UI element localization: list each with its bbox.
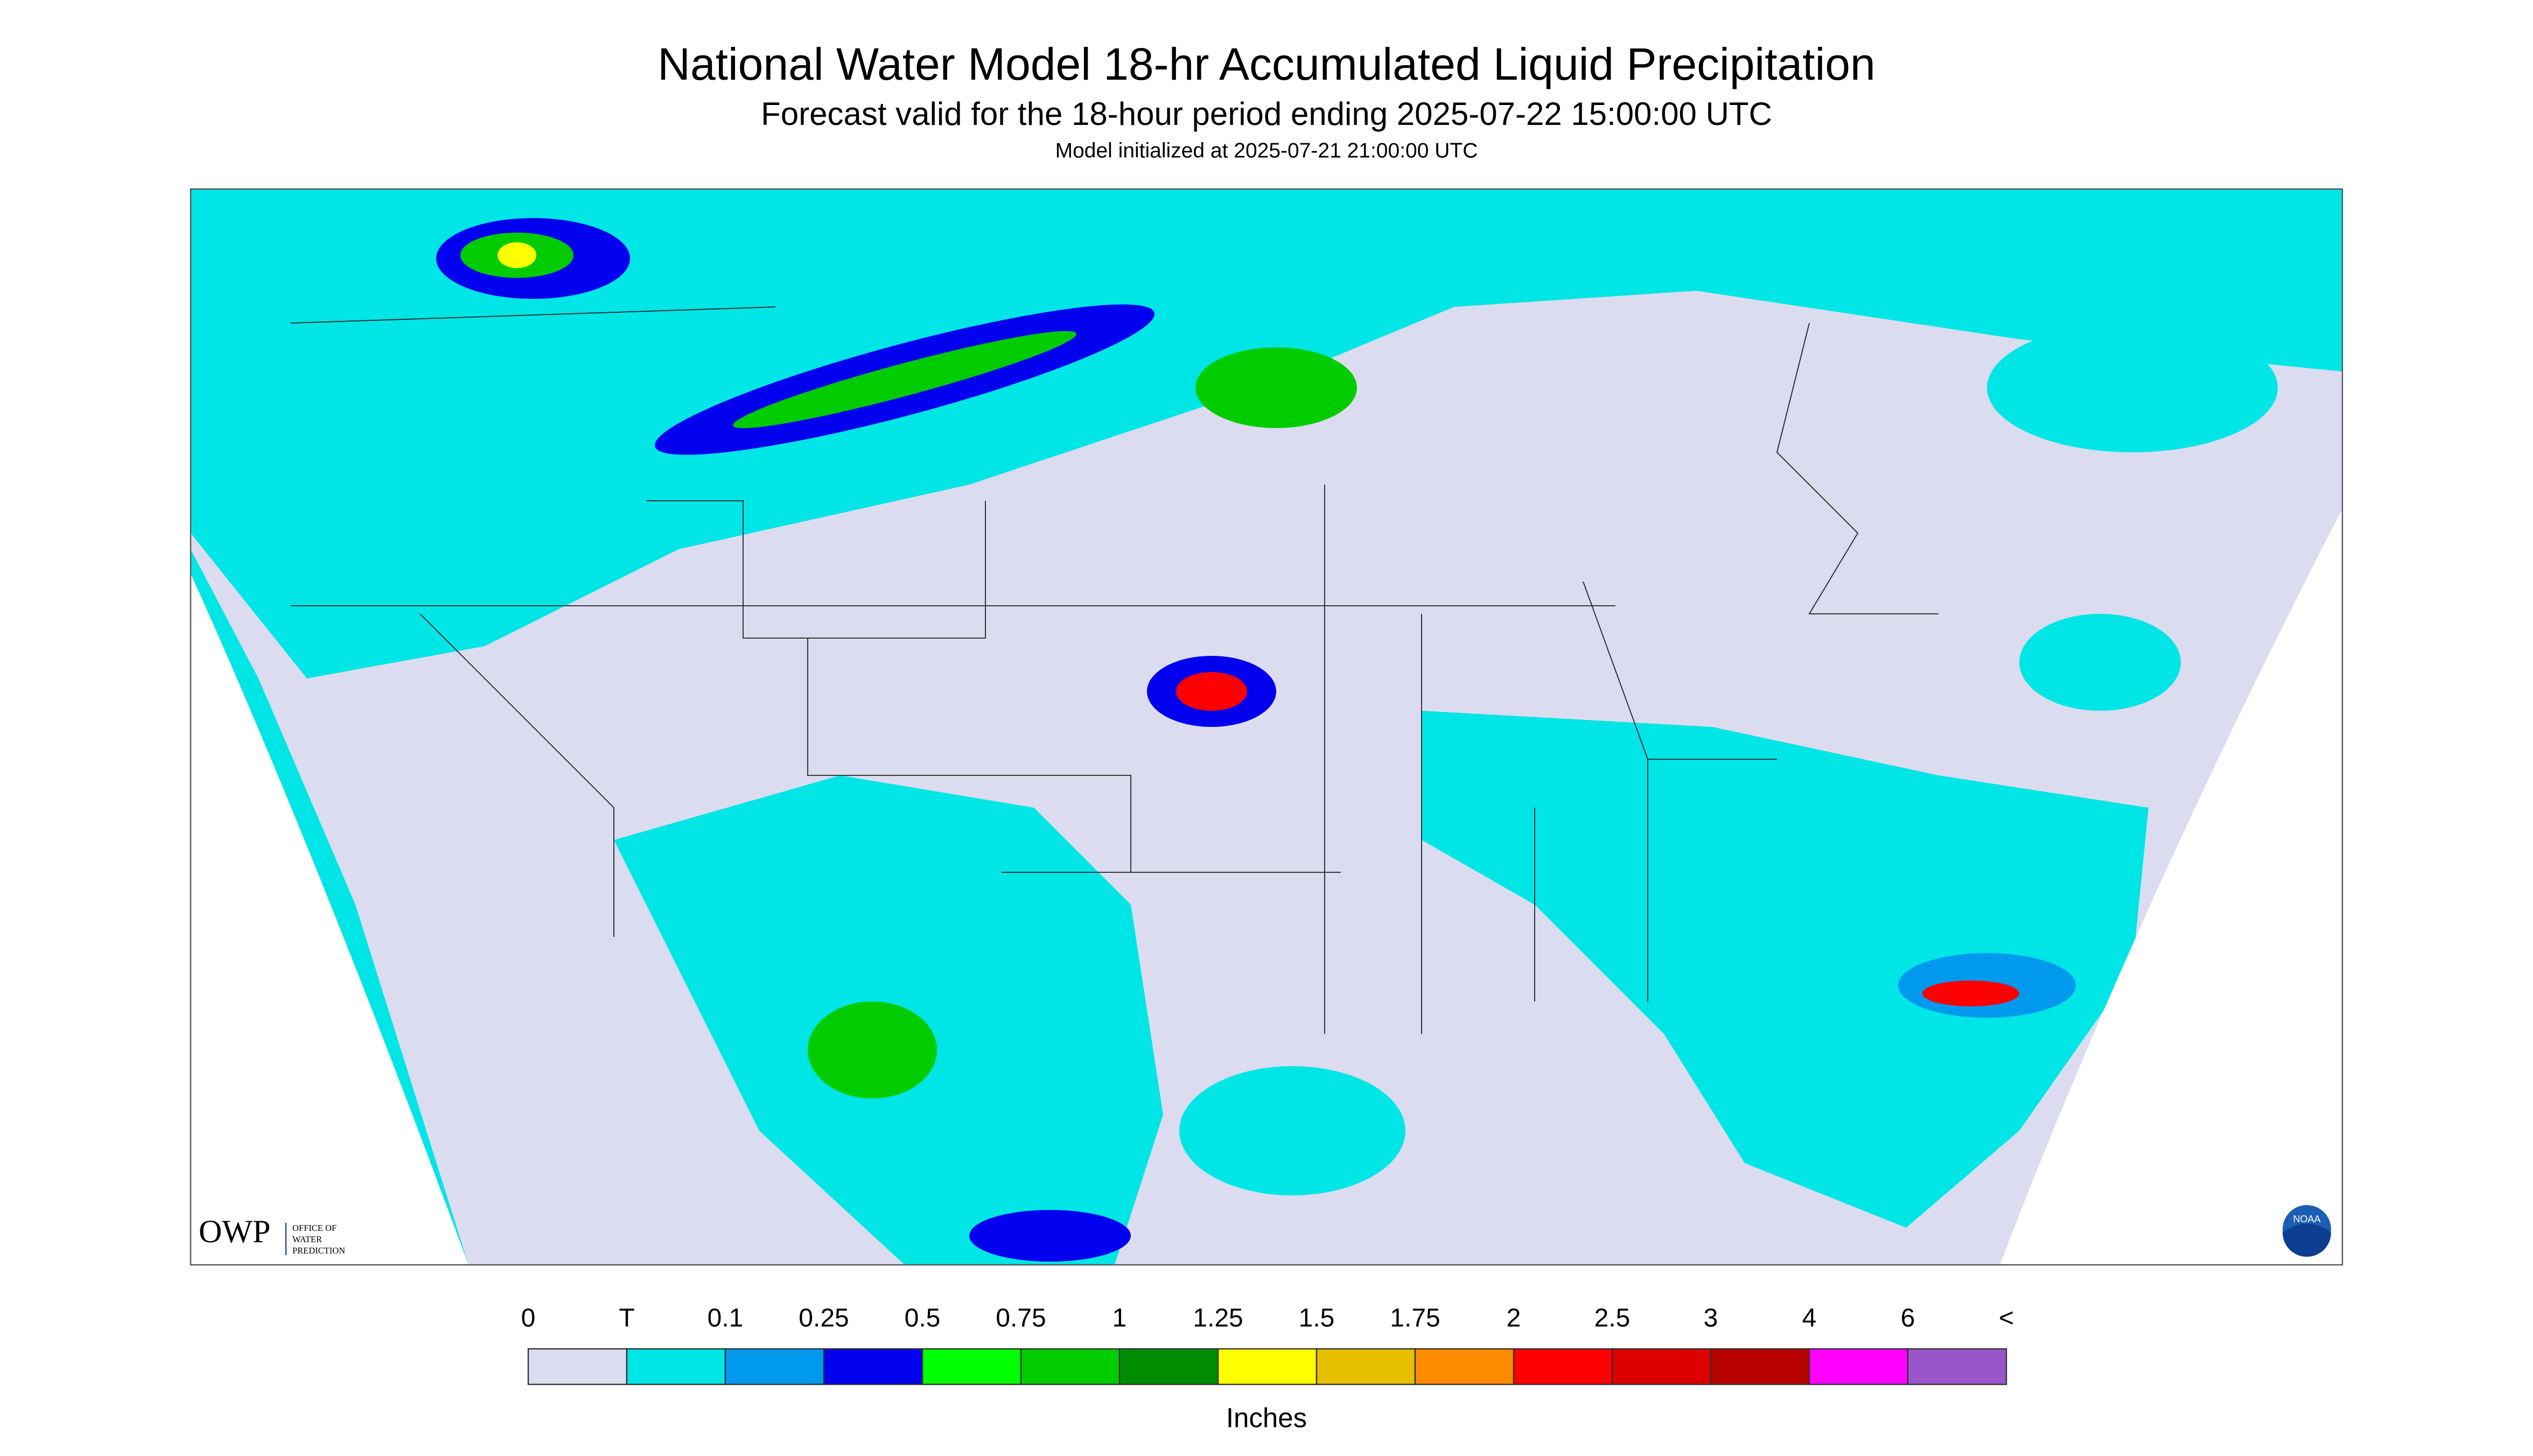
rain-area [1179,1066,1405,1196]
boundaries [290,306,1939,1034]
legend-label: 2.5 [1594,1304,1631,1333]
title: National Water Model 18-hr Accumulated L… [657,39,1875,89]
rain-area [2019,614,2181,711]
noaa-text: NOAA [2293,1214,2320,1224]
legend-swatch [1808,1348,1909,1385]
legend-label: 0.5 [905,1304,941,1333]
legend-swatch [1316,1348,1416,1385]
noaa-wave [2283,1223,2331,1257]
legend-swatch [1217,1348,1318,1385]
logo-line: OFFICE OF [292,1223,337,1233]
legend-label: 1.5 [1299,1304,1335,1333]
heavy-rain [436,218,2076,1262]
legend-unit: Inches [1226,1402,1307,1433]
rain-core [1195,347,1357,429]
legend-swatch [1020,1348,1121,1385]
legend-swatch [1513,1348,1613,1385]
init-note: Model initialized at 2025-07-21 21:00:00… [1055,139,1478,162]
legend-label: 0.75 [996,1304,1046,1333]
legend-label: 1.75 [1390,1304,1440,1333]
legend-swatch [1710,1348,1810,1385]
legend-label: < [1999,1304,2014,1333]
outside-projection [2000,509,2342,1265]
legend-label: 1 [1112,1304,1127,1333]
legend-swatch [1611,1348,1712,1385]
rain-area [1422,711,2149,1228]
legend-label: T [619,1304,634,1333]
rain-core [1922,981,2019,1007]
legend-label: 6 [1901,1304,1915,1333]
rain-area [1987,323,2278,453]
legend-label: 0.1 [708,1304,744,1333]
legend-label: 1.25 [1193,1304,1243,1333]
legend-label: 4 [1802,1304,1817,1333]
map: OWP OFFICE OF WATER PREDICTION NOAA [190,188,2343,1266]
rain-core [969,1210,1131,1262]
state-lines [290,306,1939,1034]
rain-field [191,189,2342,1265]
legend-swatch [724,1348,825,1385]
legend: 0 T 0.1 0.25 0.5 0.75 1 1.25 1.5 1.75 2 2.5 3 4 6 < [521,1304,2014,1385]
legend-label: 2 [1507,1304,1521,1333]
map-frame [190,188,2343,1266]
legend-label: 3 [1704,1304,1718,1333]
logo-line: WATER [292,1234,322,1244]
rain-core [733,331,1076,429]
outside-projection [191,573,468,1265]
legend-swatch [626,1348,726,1385]
legend-label: 0.25 [799,1304,849,1333]
rain-area [191,189,2342,679]
rain-core [1176,672,1247,711]
legend-swatch [1907,1348,2007,1385]
legend-label: 0 [521,1304,536,1333]
legend-swatch [1118,1348,1219,1385]
logo-abbr: OWP [199,1214,270,1249]
rain-core [808,1002,937,1099]
legend-swatch [527,1348,628,1385]
legend-swatch [921,1348,1022,1385]
logo-line: PREDICTION [292,1245,345,1256]
rain-core [498,242,536,269]
subtitle: Forecast valid for the 18-hour period en… [761,96,1772,132]
legend-swatch [823,1348,923,1385]
legend-swatch [1414,1348,1515,1385]
